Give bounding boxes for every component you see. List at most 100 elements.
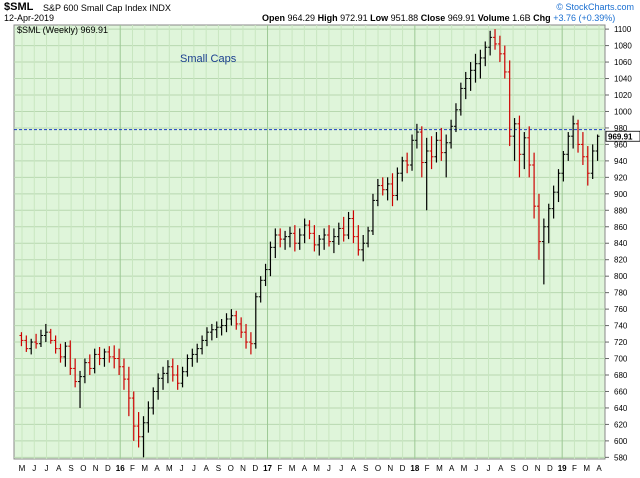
ohlc-bar <box>527 126 532 178</box>
ohlc-bar <box>219 319 224 336</box>
ohlc-bar <box>58 343 63 363</box>
ohlc-bar <box>414 123 419 149</box>
x-tick-label: F <box>130 464 135 473</box>
ohlc-bar <box>424 137 429 211</box>
ohlc-bar <box>395 167 400 201</box>
ohlc-bar <box>263 263 268 287</box>
ohlc-bar <box>38 329 43 347</box>
ohlc-bar <box>244 323 249 349</box>
y-tick-label: 580 <box>614 453 628 462</box>
y-tick-label: 1020 <box>614 91 632 100</box>
ohlc-bar <box>434 132 439 163</box>
ohlc-bar <box>195 343 200 363</box>
x-tick-label: J <box>180 464 184 473</box>
ohlc-bar <box>136 412 141 448</box>
ohlc-bar <box>151 387 156 415</box>
x-tick-label: J <box>192 464 196 473</box>
ohlc-bar <box>493 29 498 50</box>
high-label: High <box>317 13 338 23</box>
ohlc-bar <box>302 218 307 244</box>
ohlc-bar <box>336 222 341 245</box>
x-tick-label: D <box>400 464 406 473</box>
ohlc-bar <box>449 119 454 149</box>
y-tick-label: 640 <box>614 404 628 413</box>
ohlc-bar <box>278 228 283 248</box>
x-tick-label: A <box>56 464 62 473</box>
ohlc-bar <box>204 327 209 347</box>
x-tick-label: N <box>93 464 99 473</box>
open-value: 964.29 <box>287 13 316 23</box>
chart-legend: $SML (Weekly) 969.91 <box>17 25 108 35</box>
ohlc-bar <box>341 216 346 242</box>
ohlc-bar <box>175 365 180 390</box>
ohlc-bar <box>292 225 297 252</box>
x-tick-label: M <box>583 464 590 473</box>
x-tick-label: A <box>449 464 455 473</box>
x-tick-label: D <box>252 464 258 473</box>
ohlc-bar <box>107 346 112 363</box>
x-tick-label: A <box>203 464 209 473</box>
y-tick-label: 720 <box>614 338 628 347</box>
ohlc-bar <box>590 144 595 179</box>
ohlc-bar <box>165 360 170 384</box>
ohlc-bar <box>380 177 385 196</box>
index-name: S&P 600 Small Cap Index <box>43 3 147 13</box>
ohlc-bar <box>410 134 415 171</box>
ohlc-bar <box>239 317 244 338</box>
ohlc-bar <box>141 416 146 458</box>
chg-value: +3.76 (+0.39%) <box>553 13 616 23</box>
ohlc-bar <box>19 332 24 347</box>
y-tick-label: 680 <box>614 371 628 380</box>
x-tick-label: M <box>19 464 26 473</box>
ohlc-bar <box>29 338 34 355</box>
y-tick-label: 960 <box>614 140 628 149</box>
ohlc-bar <box>556 169 561 203</box>
ohlc-bar <box>473 53 478 83</box>
ohlc-bar <box>146 401 151 433</box>
x-tick-label: S <box>510 464 515 473</box>
ohlc-bar <box>346 211 351 240</box>
ohlc-bar <box>468 62 473 91</box>
x-tick-label: N <box>387 464 393 473</box>
ohlc-bar <box>488 30 493 56</box>
ohlc-bar <box>170 358 175 382</box>
ohlc-bar <box>224 313 229 333</box>
x-tick-label: N <box>535 464 541 473</box>
ohlc-bar <box>112 345 117 369</box>
y-tick-label: 980 <box>614 124 628 133</box>
y-tick-label: 600 <box>614 437 628 446</box>
ohlc-bar <box>131 391 136 441</box>
ohlc-bar <box>585 146 590 186</box>
y-tick-label: 900 <box>614 190 628 199</box>
low-value: 951.88 <box>390 13 419 23</box>
ohlc-bar <box>522 132 527 170</box>
ohlc-bar <box>497 35 502 63</box>
x-tick-label: M <box>141 464 148 473</box>
ohlc-bar <box>97 347 102 366</box>
x-tick-label: N <box>240 464 246 473</box>
ohlc-bar <box>463 71 468 100</box>
ohlc-bar <box>209 323 214 341</box>
x-tick-label: A <box>302 464 308 473</box>
low-label: Low <box>370 13 389 23</box>
ohlc-bar <box>546 203 551 244</box>
volume-value: 1.6B <box>512 13 531 23</box>
ohlc-bar <box>576 119 581 153</box>
ohlc-bar <box>361 235 366 262</box>
y-tick-label: 760 <box>614 305 628 314</box>
ohlc-bar <box>297 228 302 250</box>
ohlc-bar <box>34 333 39 349</box>
stockcharts-brand[interactable]: © StockCharts.com <box>556 2 634 12</box>
y-tick-label: 820 <box>614 256 628 265</box>
ohlc-bar <box>229 309 234 326</box>
chg-label: Chg <box>533 13 551 23</box>
ohlc-bar <box>366 226 371 248</box>
volume-label: Volume <box>477 13 510 23</box>
x-tick-label: A <box>596 464 602 473</box>
ohlc-bar <box>53 335 58 354</box>
ohlc-bar <box>370 193 375 235</box>
close-label: Close <box>420 13 446 23</box>
ohlc-bar <box>507 60 512 147</box>
x-tick-label: O <box>228 464 234 473</box>
y-tick-label: 920 <box>614 173 628 182</box>
